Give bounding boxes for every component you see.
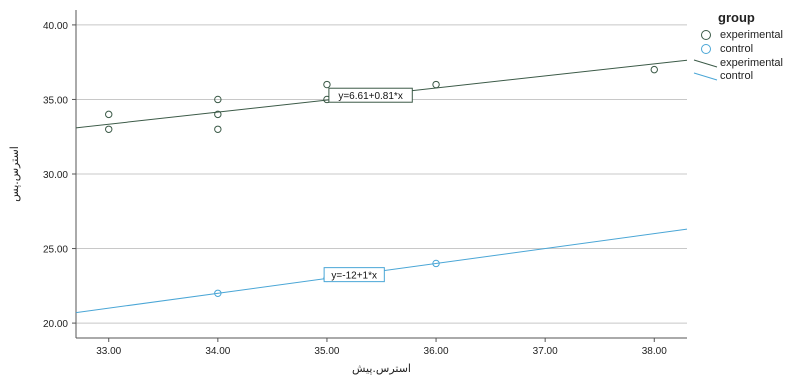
y-tick-label-4: 40.00 (43, 21, 68, 32)
fit-equation-control: y=-12+1*x (323, 267, 385, 283)
y-tick-label-3: 35.00 (43, 95, 68, 106)
legend-marker-1 (701, 44, 711, 54)
point-experimental-4 (214, 125, 222, 133)
x-axis-label: استرس.پیش (352, 362, 411, 375)
fit-equation-text-experimental: y=6.61+0.81*x (338, 91, 403, 102)
fit-equation-box-control (323, 267, 385, 283)
point-experimental-5 (323, 80, 331, 89)
legend-title: group (718, 10, 755, 25)
y-tick-label-0: 20.00 (43, 319, 68, 330)
x-tick-label-1: 34.00 (205, 346, 230, 357)
point-control-0 (214, 289, 222, 297)
point-experimental-3 (214, 110, 222, 119)
legend-label-0: experimental (720, 29, 783, 41)
x-tick-label-2: 35.00 (314, 346, 339, 357)
legend: groupexperimentalcontrolexperimentalcont… (693, 10, 783, 82)
legend-label-3: control (720, 70, 753, 82)
x-tick-label-4: 37.00 (533, 346, 558, 357)
fit-equation-experimental: y=6.61+0.81*x (328, 87, 413, 103)
x-tick-label-5: 38.00 (642, 346, 667, 357)
point-experimental-8 (650, 65, 658, 74)
fit-equation-box-experimental (328, 87, 413, 103)
fit-equation-text-control: y=-12+1*x (331, 271, 377, 282)
point-control-2 (432, 259, 440, 268)
legend-line-2 (693, 59, 718, 68)
legend-line-3 (693, 72, 718, 81)
x-tick-label-3: 36.00 (424, 346, 449, 357)
y-axis-label: استرس.پس (8, 146, 21, 202)
point-experimental-2 (214, 95, 222, 104)
y-tick-label-1: 25.00 (43, 245, 68, 256)
legend-label-1: control (720, 43, 753, 55)
point-experimental-1 (105, 125, 113, 133)
x-tick-label-0: 33.00 (96, 346, 121, 357)
point-experimental-0 (105, 110, 113, 119)
point-experimental-7 (432, 80, 440, 89)
legend-label-2: experimental (720, 57, 783, 69)
y-tick-label-2: 30.00 (43, 170, 68, 181)
legend-marker-0 (701, 30, 711, 40)
